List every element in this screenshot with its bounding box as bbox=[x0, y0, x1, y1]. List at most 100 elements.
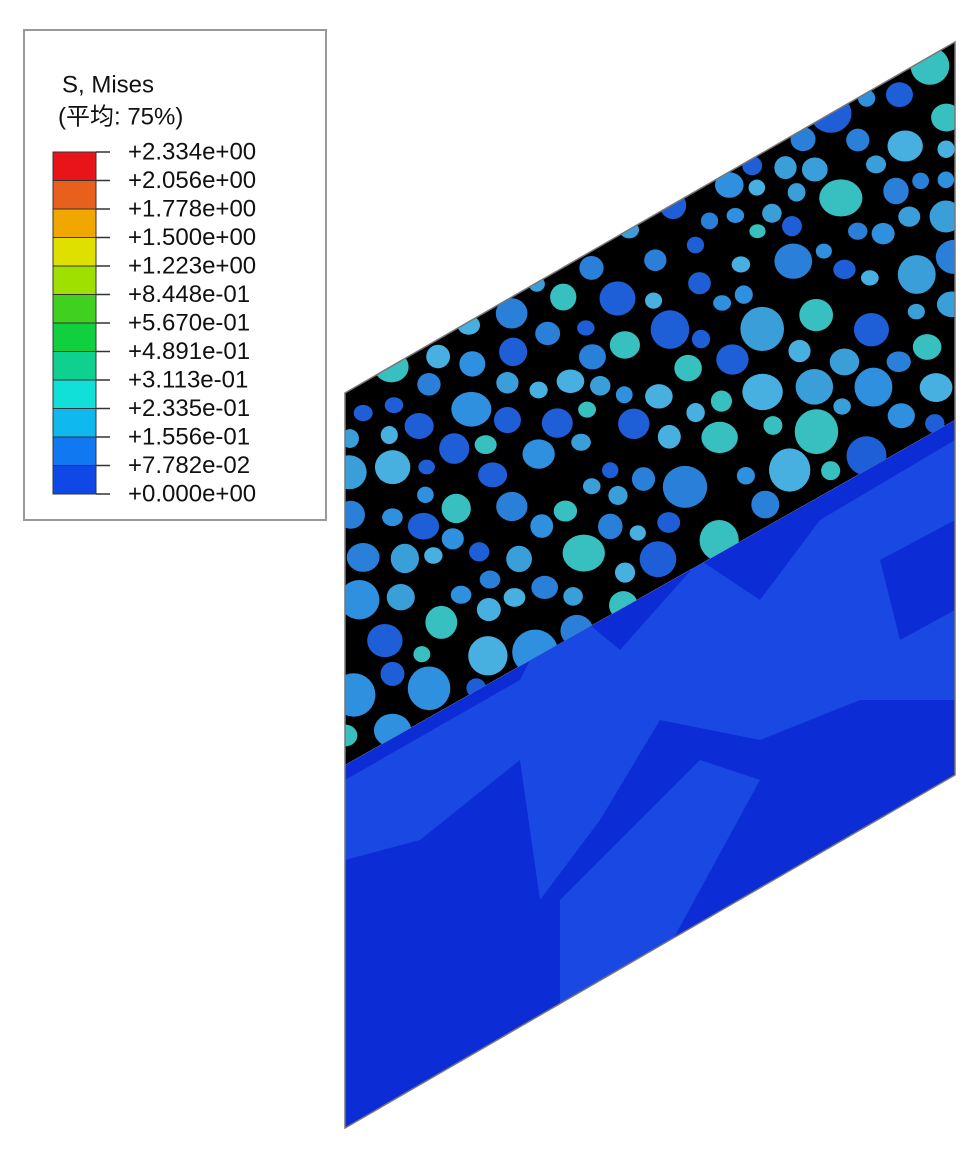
particle bbox=[846, 128, 870, 152]
particle bbox=[424, 547, 443, 564]
particle bbox=[734, 285, 753, 304]
particle bbox=[479, 570, 501, 589]
particle bbox=[716, 344, 749, 375]
particle bbox=[829, 348, 860, 376]
legend-label: +2.056e+00 bbox=[128, 167, 256, 194]
legend-label: +5.670e-01 bbox=[128, 309, 250, 336]
legend-label: +7.782e-02 bbox=[128, 452, 250, 479]
particle bbox=[644, 249, 667, 272]
particle bbox=[740, 306, 785, 352]
particle bbox=[925, 414, 945, 433]
particle bbox=[910, 47, 950, 85]
particle bbox=[774, 243, 813, 279]
particle bbox=[459, 351, 486, 377]
particle bbox=[659, 191, 687, 220]
particle bbox=[912, 172, 930, 190]
particle bbox=[710, 390, 732, 412]
particle bbox=[782, 216, 802, 237]
particle bbox=[451, 391, 492, 427]
particle bbox=[380, 661, 405, 686]
legend-swatch bbox=[52, 237, 97, 267]
particle bbox=[853, 312, 889, 347]
particle bbox=[441, 528, 464, 550]
particle bbox=[887, 403, 915, 429]
particle bbox=[346, 543, 380, 572]
particle bbox=[833, 398, 851, 415]
particle bbox=[819, 179, 863, 217]
particle bbox=[563, 587, 583, 606]
particle bbox=[404, 413, 434, 439]
particle bbox=[496, 491, 528, 522]
particle bbox=[578, 401, 597, 418]
particle bbox=[615, 386, 633, 404]
outline bbox=[344, 40, 956, 1130]
legend-label: +1.556e-01 bbox=[128, 423, 250, 450]
particle bbox=[353, 404, 373, 422]
particle bbox=[688, 272, 711, 295]
particle bbox=[506, 545, 532, 573]
particle bbox=[478, 462, 508, 488]
particle bbox=[579, 255, 604, 280]
particle bbox=[602, 462, 619, 479]
particle bbox=[645, 292, 663, 309]
particle bbox=[774, 156, 797, 180]
particle bbox=[590, 376, 611, 396]
particle bbox=[700, 212, 719, 230]
legend-swatch bbox=[52, 436, 97, 466]
particle bbox=[618, 408, 650, 440]
particle bbox=[495, 298, 528, 329]
legend-label: +2.335e-01 bbox=[128, 395, 250, 422]
particle bbox=[457, 315, 481, 335]
legend-swatch bbox=[52, 465, 97, 495]
particle bbox=[608, 485, 628, 506]
particle bbox=[931, 103, 955, 132]
particle bbox=[476, 598, 501, 622]
particle bbox=[345, 673, 376, 717]
particle bbox=[645, 384, 673, 409]
particle bbox=[713, 295, 732, 311]
particle bbox=[439, 433, 470, 464]
legend-label: +0.000e+00 bbox=[128, 480, 256, 507]
legend-title: S, Mises bbox=[62, 71, 154, 98]
particle bbox=[726, 208, 745, 223]
particle bbox=[762, 203, 782, 223]
particle bbox=[801, 157, 828, 182]
legend-swatch bbox=[52, 408, 97, 438]
particle bbox=[897, 255, 936, 294]
particle bbox=[662, 465, 708, 508]
particle bbox=[367, 624, 403, 658]
particle bbox=[345, 429, 359, 448]
particle bbox=[577, 320, 595, 336]
particle bbox=[474, 435, 497, 455]
particle bbox=[522, 439, 555, 469]
particle bbox=[714, 172, 744, 198]
legend-label: +3.113e-01 bbox=[128, 366, 248, 393]
particle bbox=[614, 562, 636, 583]
legend-labels: +2.334e+00+2.056e+00+1.778e+00+1.500e+00… bbox=[128, 138, 256, 507]
particle bbox=[571, 433, 591, 451]
particle bbox=[598, 513, 623, 540]
legend-swatch bbox=[52, 265, 97, 295]
particle bbox=[929, 200, 955, 233]
particle bbox=[417, 373, 441, 396]
particle bbox=[787, 183, 806, 202]
legend-label: +4.891e-01 bbox=[128, 338, 250, 365]
particle bbox=[937, 140, 955, 158]
particle bbox=[345, 580, 380, 620]
legend-label: +2.334e+00 bbox=[128, 138, 256, 165]
particle bbox=[386, 583, 415, 611]
legend-swatch bbox=[52, 294, 97, 324]
particle bbox=[629, 525, 646, 541]
particle bbox=[541, 408, 573, 438]
particle bbox=[418, 459, 435, 475]
particle bbox=[390, 543, 419, 574]
particle bbox=[691, 329, 711, 349]
particle bbox=[866, 155, 887, 174]
particle bbox=[562, 534, 605, 572]
particle bbox=[441, 493, 471, 524]
particle bbox=[833, 259, 856, 280]
particle bbox=[854, 367, 893, 407]
particle bbox=[763, 416, 783, 435]
particle bbox=[496, 372, 519, 394]
